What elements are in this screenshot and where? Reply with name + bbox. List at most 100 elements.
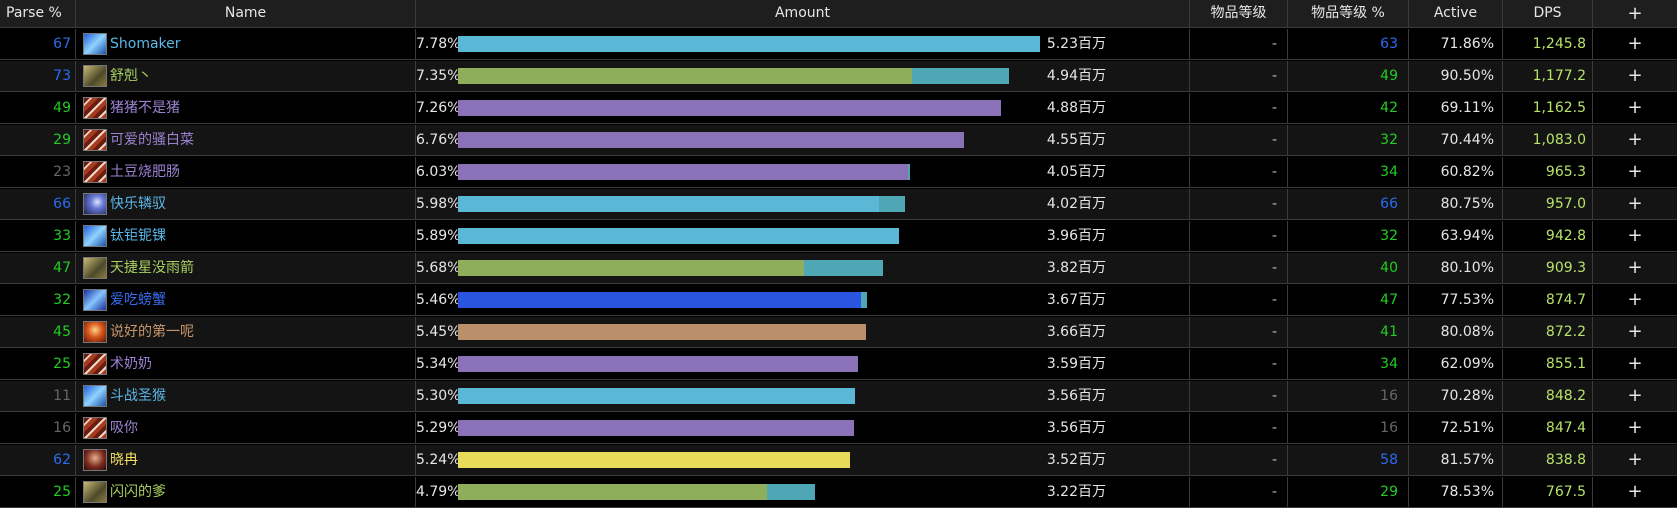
- header-dps[interactable]: DPS: [1503, 0, 1593, 28]
- player-name[interactable]: 可爱的骚白菜: [110, 132, 194, 148]
- row-expand-button[interactable]: +: [1627, 353, 1643, 374]
- amount-value: 3.67百万: [1046, 292, 1106, 308]
- player-name[interactable]: 快乐辚驭: [110, 196, 166, 212]
- player-name[interactable]: 土豆烧肥肠: [110, 164, 180, 180]
- header-add-column-button[interactable]: +: [1627, 3, 1643, 24]
- table-row[interactable]: 32 爱吃螃蟹 5.46% 3.67百万 -47 77.53% 874.7 +: [0, 285, 1677, 316]
- row-expand-button[interactable]: +: [1627, 225, 1643, 246]
- row-expand-button[interactable]: +: [1627, 193, 1643, 214]
- row-expand-button[interactable]: +: [1627, 97, 1643, 118]
- player-name-cell[interactable]: 可爱的骚白菜: [76, 125, 416, 156]
- dps-value: 872.2: [1503, 317, 1593, 348]
- row-expand-button[interactable]: +: [1627, 289, 1643, 310]
- header-amount[interactable]: Amount: [416, 0, 1190, 28]
- row-expand-button[interactable]: +: [1627, 257, 1643, 278]
- player-name[interactable]: 天捷星没雨箭: [110, 260, 194, 276]
- player-name-cell[interactable]: 舒剋丶: [76, 61, 416, 92]
- table-row[interactable]: 73 舒剋丶 7.35% 4.94百万 -49 90.50% 1,177.2 +: [0, 61, 1677, 92]
- player-name-cell[interactable]: 钛钜铌锞: [76, 221, 416, 252]
- player-name-cell[interactable]: 土豆烧肥肠: [76, 157, 416, 188]
- player-name[interactable]: 舒剋丶: [110, 68, 152, 84]
- player-name[interactable]: Shomaker: [110, 36, 181, 52]
- dps-value: 1,162.5: [1503, 93, 1593, 124]
- player-name[interactable]: 术奶奶: [110, 356, 152, 372]
- row-expand-button[interactable]: +: [1627, 481, 1643, 502]
- header-item-level-percent[interactable]: 物品等级 %: [1288, 0, 1409, 28]
- row-expand-button[interactable]: +: [1627, 33, 1643, 54]
- player-name[interactable]: 钛钜铌锞: [110, 228, 166, 244]
- amount-bar-track: [458, 132, 1088, 148]
- row-expand-button[interactable]: +: [1627, 65, 1643, 86]
- player-name[interactable]: 吸你: [110, 420, 138, 436]
- amount-bar: [458, 292, 861, 308]
- player-name[interactable]: 闪闪的爹: [110, 484, 166, 500]
- table-row[interactable]: 49 猪猪不是猪 7.26% 4.88百万 -42 69.11% 1,162.5 +: [0, 93, 1677, 124]
- player-name-cell[interactable]: 术奶奶: [76, 349, 416, 380]
- amount-cell: 5.29% 3.56百万: [416, 413, 1190, 444]
- table-row[interactable]: 23 土豆烧肥肠 6.03% 4.05百万 -34 60.82% 965.3 +: [0, 157, 1677, 188]
- player-name[interactable]: 说好的第一呢: [110, 324, 194, 340]
- active-percent: 70.44%: [1409, 125, 1503, 156]
- row-expand-button[interactable]: +: [1627, 449, 1643, 470]
- table-row[interactable]: 66 快乐辚驭 5.98% 4.02百万 -66 80.75% 957.0 +: [0, 189, 1677, 220]
- row-expand-button[interactable]: +: [1627, 321, 1643, 342]
- amount-bar-track: [458, 388, 1088, 404]
- player-name[interactable]: 晓冉: [110, 452, 138, 468]
- warlock-icon: [83, 97, 107, 119]
- row-expand-button[interactable]: +: [1627, 129, 1643, 150]
- amount-percent: 4.79%: [416, 484, 461, 500]
- active-percent: 63.94%: [1409, 221, 1503, 252]
- active-percent: 90.50%: [1409, 61, 1503, 92]
- amount-percent: 7.26%: [416, 100, 461, 116]
- active-percent: 77.53%: [1409, 285, 1503, 316]
- row-expand-button[interactable]: +: [1627, 417, 1643, 438]
- parse-percent: 16: [0, 413, 76, 444]
- header-name[interactable]: Name: [76, 0, 416, 28]
- active-percent: 71.86%: [1409, 29, 1503, 60]
- amount-percent: 5.45%: [416, 324, 461, 340]
- player-name[interactable]: 猪猪不是猪: [110, 100, 180, 116]
- amount-value: 4.05百万: [1046, 164, 1106, 180]
- player-name-cell[interactable]: 猪猪不是猪: [76, 93, 416, 124]
- parse-percent: 67: [0, 29, 76, 60]
- table-row[interactable]: 33 钛钜铌锞 5.89% 3.96百万 -32 63.94% 942.8 +: [0, 221, 1677, 252]
- amount-cell: 6.03% 4.05百万: [416, 157, 1190, 188]
- amount-bar-extra: [908, 164, 910, 180]
- amount-bar-extra: [912, 68, 1009, 84]
- player-name-cell[interactable]: 天捷星没雨箭: [76, 253, 416, 284]
- amount-bar: [458, 452, 850, 468]
- header-item-level[interactable]: 物品等级: [1190, 0, 1288, 28]
- player-name-cell[interactable]: 吸你: [76, 413, 416, 444]
- player-name-cell[interactable]: 闪闪的爹: [76, 477, 416, 508]
- player-name[interactable]: 爱吃螃蟹: [110, 292, 166, 308]
- table-row[interactable]: 25 闪闪的爹 4.79% 3.22百万 -29 78.53% 767.5 +: [0, 477, 1677, 508]
- player-name-cell[interactable]: 说好的第一呢: [76, 317, 416, 348]
- player-name[interactable]: 斗战圣猴: [110, 388, 166, 404]
- table-row[interactable]: 16 吸你 5.29% 3.56百万 -16 72.51% 847.4 +: [0, 413, 1677, 444]
- row-expand-button[interactable]: +: [1627, 161, 1643, 182]
- player-name-cell[interactable]: 斗战圣猴: [76, 381, 416, 412]
- player-name-cell[interactable]: Shomaker: [76, 29, 416, 60]
- parse-percent: 25: [0, 477, 76, 508]
- row-expand-button[interactable]: +: [1627, 385, 1643, 406]
- table-row[interactable]: 67 Shomaker 7.78% 5.23百万 -63 71.86% 1,245.8 +: [0, 29, 1677, 60]
- table-row[interactable]: 45 说好的第一呢 5.45% 3.66百万 -41 80.08% 872.2 +: [0, 317, 1677, 348]
- table-row[interactable]: 11 斗战圣猴 5.30% 3.56百万 -16 70.28% 848.2 +: [0, 381, 1677, 412]
- table-row[interactable]: 25 术奶奶 5.34% 3.59百万 -34 62.09% 855.1 +: [0, 349, 1677, 380]
- table-row[interactable]: 62 晓冉 5.24% 3.52百万 -58 81.57% 838.8 +: [0, 445, 1677, 476]
- header-active[interactable]: Active: [1409, 0, 1503, 28]
- table-row[interactable]: 29 可爱的骚白菜 6.76% 4.55百万 -32 70.44% 1,083.0 +: [0, 125, 1677, 156]
- active-percent: 72.51%: [1409, 413, 1503, 444]
- player-name-cell[interactable]: 爱吃螃蟹: [76, 285, 416, 316]
- table-row[interactable]: 47 天捷星没雨箭 5.68% 3.82百万 -40 80.10% 909.3 +: [0, 253, 1677, 284]
- player-name-cell[interactable]: 晓冉: [76, 445, 416, 476]
- header-parse[interactable]: Parse %: [0, 0, 76, 28]
- amount-cell: 7.35% 4.94百万: [416, 61, 1190, 92]
- amount-bar: [458, 420, 854, 436]
- amount-cell: 5.24% 3.52百万: [416, 445, 1190, 476]
- player-name-cell[interactable]: 快乐辚驭: [76, 189, 416, 220]
- parse-percent: 29: [0, 125, 76, 156]
- table-header: Parse % Name Amount 物品等级 物品等级 % Active D…: [0, 0, 1677, 28]
- item-level: -: [1190, 413, 1288, 444]
- parse-percent: 66: [0, 189, 76, 220]
